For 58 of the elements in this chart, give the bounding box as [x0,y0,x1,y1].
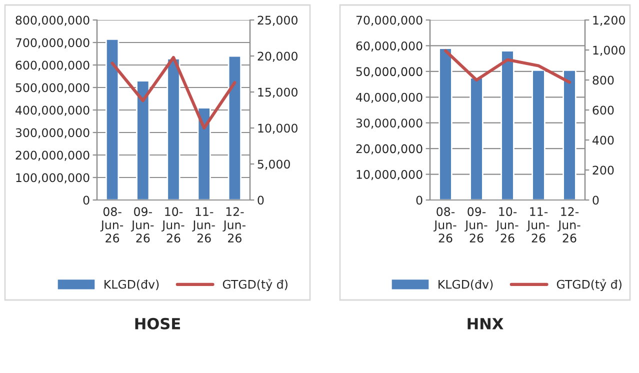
legend-label: KLGD(đv) [438,280,493,290]
bar [532,69,546,200]
bar [166,58,180,200]
line-series [444,49,572,84]
bar [136,80,150,200]
y-tick-label: 800,000,000 [16,16,90,26]
legend-label: GTGD(tỷ đ) [222,279,288,292]
x-tick-label: 09-Jun-26 [464,207,488,243]
bar [105,38,120,200]
y2-tick-label: 1,000 [593,46,625,56]
bar [470,77,484,200]
y2-tick-label: 5,000 [258,160,290,170]
y-tick-label: 0 [83,196,90,205]
y-tick-label: 0 [416,196,422,205]
y2-tick-label: 200 [592,166,614,175]
x-tick-label: 12-Jun-26 [558,207,580,243]
bar [562,69,576,200]
x-tick-label: 12-Jun-26 [222,207,246,243]
bar [500,50,514,200]
legend-label: GTGD(tỷ đ) [556,279,622,292]
y2-tick-label: 1,200 [593,16,625,26]
y2-tick-label: 20,000 [258,52,298,62]
y-tick-label: 200,000,000 [16,150,90,161]
x-tick-label: 11-Jun-26 [526,207,550,243]
x-tick-label: 08-Jun-26 [434,207,456,243]
bar [228,55,242,200]
x-tick-label: 08-Jun-26 [100,207,124,243]
y-tick-label: 70,000,000 [356,16,422,26]
bar [197,107,211,200]
text: HNX [468,318,504,330]
y2-tick-label: 400 [592,136,614,145]
y-tick-label: 60,000,000 [356,41,422,52]
y2-tick-label: 0 [592,196,599,205]
x-tick-label: 09-Jun-26 [130,207,154,243]
y-tick-label: 300,000,000 [16,128,90,138]
x-tick-label: 10-Jun-26 [162,207,184,243]
y-tick-label: 500,000,000 [16,83,90,94]
text: HOSE [135,318,180,330]
y2-tick-label: 600 [592,106,614,115]
y-tick-label: 400,000,000 [16,106,90,116]
line-series [110,56,236,130]
y2-tick-label: 10,000 [258,124,298,134]
x-tick-label: 11-Jun-26 [192,207,215,243]
bar [438,48,452,200]
y-tick-label: 20,000,000 [356,144,422,154]
y-tick-label: 30,000,000 [356,118,422,129]
y-tick-label: 50,000,000 [356,67,422,78]
y2-tick-label: 0 [258,196,264,205]
y2-tick-label: 800 [592,76,614,85]
y-tick-label: 100,000,000 [16,173,90,184]
y-tick-label: 10,000,000 [356,170,422,180]
y-tick-label: 600,000,000 [16,60,90,71]
y2-tick-label: 25,000 [258,16,298,26]
x-tick-label: 10-Jun-26 [496,207,518,243]
y2-tick-label: 15,000 [258,88,298,98]
legend-label: KLGD(đv) [104,280,159,290]
y-tick-label: 40,000,000 [356,92,422,103]
y-tick-label: 700,000,000 [16,38,90,48]
